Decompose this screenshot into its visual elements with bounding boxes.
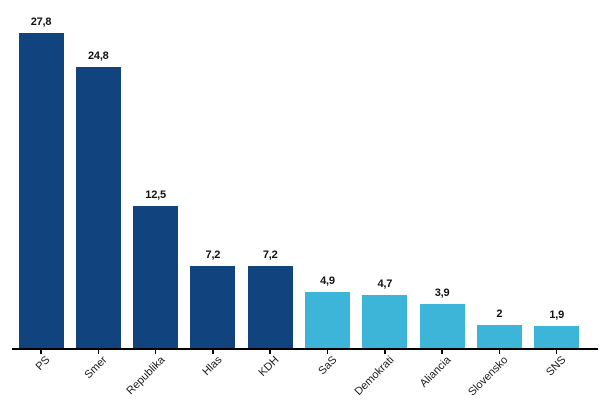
bar-value-label-ps: 27,8 [30,15,52,28]
axis-tick-sns [555,350,558,354]
axis-tick-kdh [269,350,271,354]
axis-tick-smer [97,350,100,354]
x-axis-label-hlas: Hlas [200,354,225,379]
x-axis-label-smer: Smer [82,354,110,382]
bar-value-label-sas: 4,9 [320,275,335,288]
axis-tick-republika [154,350,157,354]
bar-value-label-smer: 24,8 [87,49,109,62]
bar-sas [305,292,350,348]
bar-value-label-sns: 1,9 [549,309,565,322]
bar-slovensko [476,325,522,348]
bar-demokrati [362,294,408,348]
bar-kdh [247,266,293,348]
bar-republika [133,206,179,348]
bar-hlas [190,266,236,348]
axis-tick-sas [326,350,329,354]
bar-value-label-kdh: 7,2 [262,249,278,262]
x-axis-label-ps: PS [33,354,53,373]
x-axis-label-sns: SNS [543,354,569,379]
x-axis-label-kdh: KDH [256,354,282,379]
x-axis-label-sas: SaS [315,354,339,378]
x-axis-label-aliancia: Aliancia [417,354,454,390]
bar-value-label-demokrati: 4,7 [377,277,393,290]
axis-tick-aliancia [441,350,443,354]
x-axis-line [12,348,598,350]
x-axis-label-demokrati: Demokrati [352,354,397,398]
axis-tick-ps [40,350,42,354]
bar-sns [534,326,580,348]
axis-tick-hlas [212,350,214,354]
bar-ps [18,32,64,348]
axis-tick-slovensko [498,350,501,354]
bar-value-label-aliancia: 3,9 [434,286,450,299]
bar-value-label-republika: 12,5 [145,189,166,202]
bar-value-label-hlas: 7,2 [205,249,221,262]
axis-tick-demokrati [384,350,386,354]
bar-aliancia [419,303,465,348]
bar-value-label-slovensko: 2 [496,308,503,321]
x-axis-label-slovensko: Slovensko [466,354,511,399]
x-axis-label-republika: Republika [124,354,168,398]
bar-smer [75,66,121,348]
